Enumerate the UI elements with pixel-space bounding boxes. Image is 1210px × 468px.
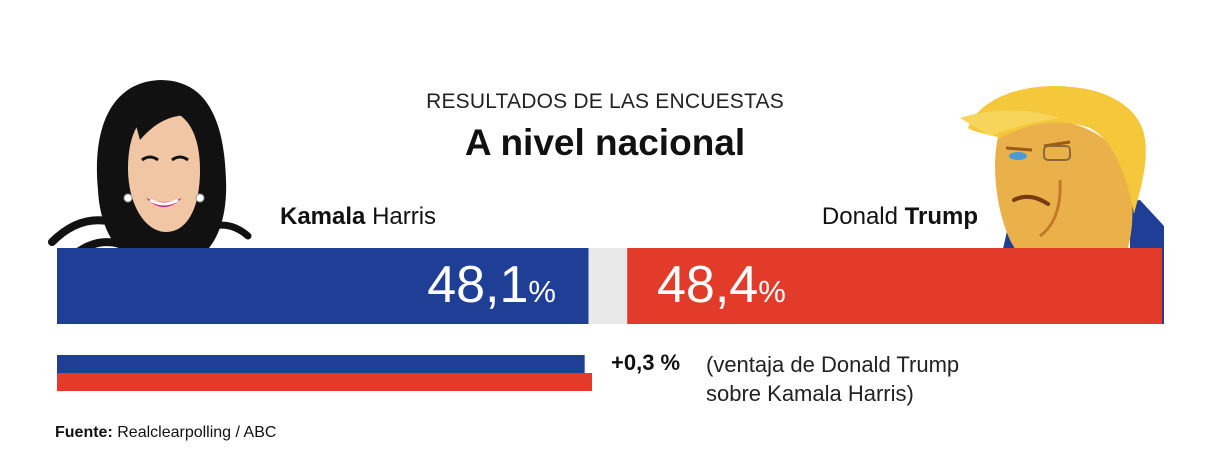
harris-eye-right <box>171 155 189 162</box>
trump-value: 48,4 <box>657 256 759 314</box>
difference-value: +0,3 % <box>611 350 681 375</box>
difference-note-line-2: sobre Kamala Harris) <box>706 381 914 406</box>
difference-note: (ventaja de Donald Trump sobre Kamala Ha… <box>706 350 1026 408</box>
harris-eye-left <box>141 155 159 162</box>
harris-value-label: 48,1% <box>427 255 556 322</box>
harris-hair-part <box>134 103 196 140</box>
harris-unit: % <box>528 274 556 309</box>
bar-undecided <box>588 248 628 324</box>
trump-label: Donald Trump <box>822 203 978 231</box>
harris-last-name: Harris <box>372 203 437 230</box>
trump-cheek-line <box>1039 179 1062 238</box>
bar-trump <box>627 248 1162 324</box>
harris-first-name: Kamala <box>280 203 366 230</box>
trump-last-name: Trump <box>904 203 978 230</box>
trump-first-name: Donald <box>821 203 898 230</box>
trump-value-label: 48,4% <box>657 255 786 322</box>
trump-face <box>995 119 1133 285</box>
harris-label: Kamala Harris <box>280 203 436 231</box>
source-text: Realclearpolling / ABC <box>117 424 277 441</box>
bar-harris <box>57 248 589 324</box>
trump-glasses <box>1043 145 1071 161</box>
harris-earring-right <box>195 193 205 203</box>
chart-subtitle: RESULTADOS DE LAS ENCUESTAS <box>426 90 784 113</box>
harris-earring-left <box>123 193 133 203</box>
diff-bar-harris <box>57 355 585 373</box>
harris-face <box>128 110 200 232</box>
diff-bar-trump <box>57 373 592 391</box>
harris-teeth <box>149 198 179 206</box>
harris-value: 48,1 <box>427 256 529 314</box>
trump-mouth <box>1012 194 1050 206</box>
trump-forelock <box>960 110 1060 136</box>
chart-title: A nivel nacional <box>464 122 746 163</box>
difference-note-line-1: (ventaja de Donald Trump <box>706 352 960 377</box>
source-note: Fuente: Realclearpolling / ABC <box>55 424 276 442</box>
trump-unit: % <box>758 274 786 309</box>
trump-eye-left <box>1009 152 1027 160</box>
source-label: Fuente: <box>55 424 113 441</box>
